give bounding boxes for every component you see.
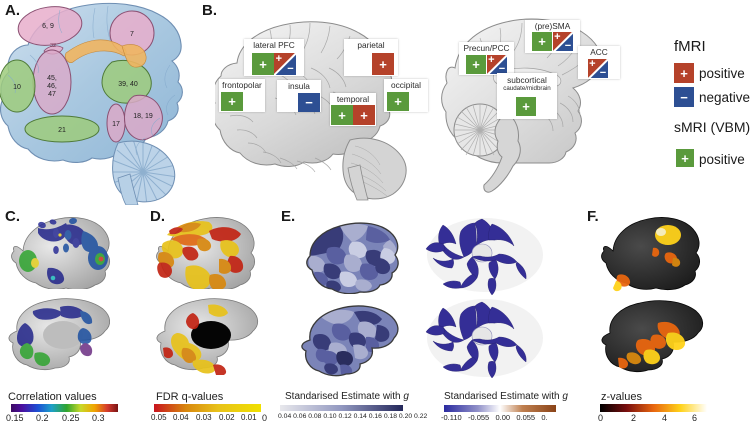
svg-text:32: 32 xyxy=(50,43,56,49)
svg-text:6, 9: 6, 9 xyxy=(42,23,54,30)
svg-text:39, 40: 39, 40 xyxy=(118,81,138,88)
svg-text:7: 7 xyxy=(130,31,134,38)
svg-text:21: 21 xyxy=(58,127,66,134)
svg-text:18, 19: 18, 19 xyxy=(133,113,153,120)
svg-text:45,: 45, xyxy=(47,75,57,82)
svg-text:46,: 46, xyxy=(47,83,57,90)
svg-text:17: 17 xyxy=(112,121,120,128)
svg-text:10: 10 xyxy=(13,84,21,91)
svg-text:47: 47 xyxy=(48,91,56,98)
